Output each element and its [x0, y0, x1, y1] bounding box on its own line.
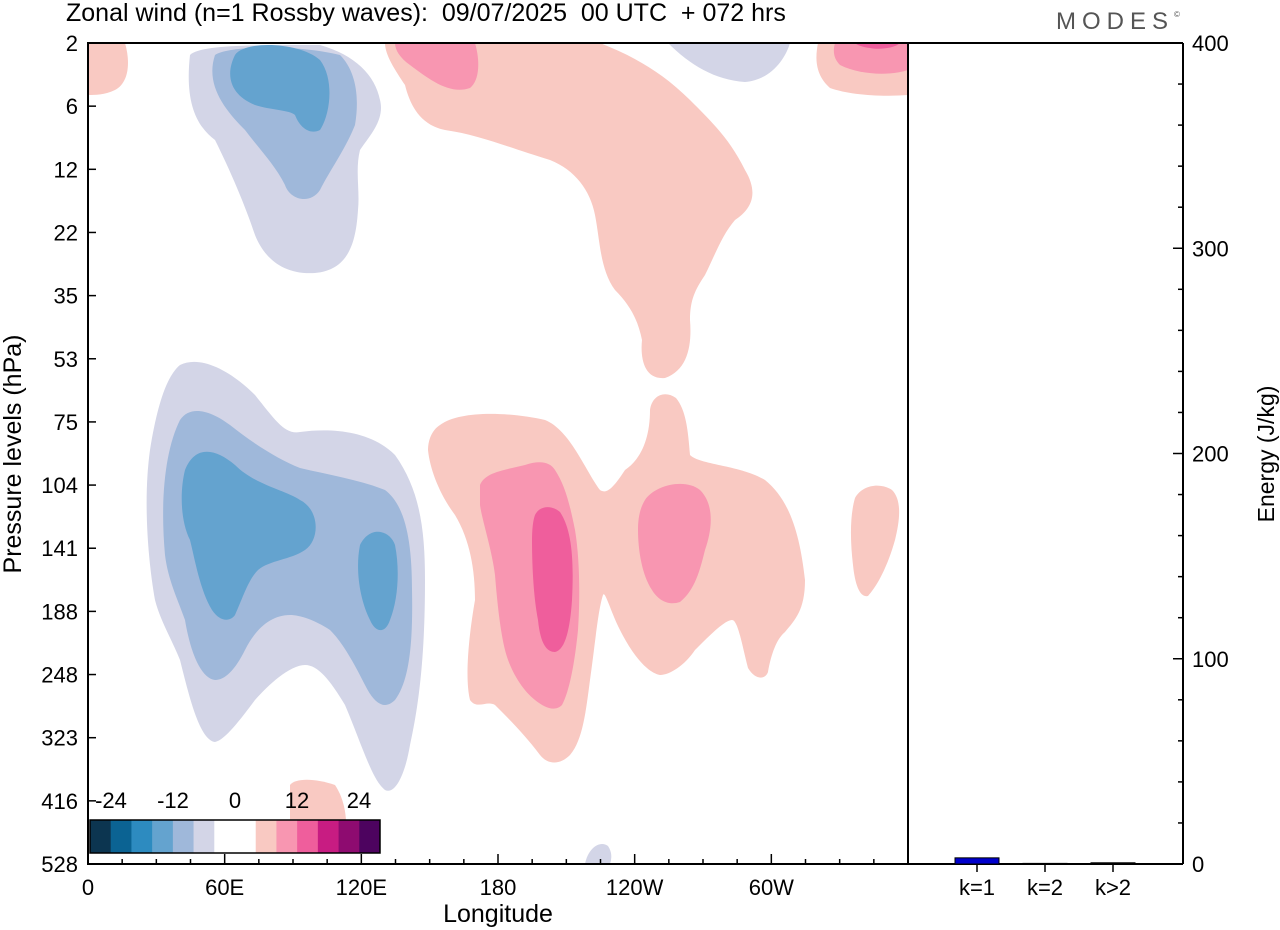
contour-lower-pink-right: [850, 485, 900, 597]
y-tick-label: 104: [41, 473, 78, 498]
y-tick-label: 323: [41, 726, 78, 751]
x-axis-ticks: 0 60E 120E 180 120W 60W: [82, 854, 909, 900]
energy-tick-label: 200: [1192, 442, 1229, 467]
energy-axis-label: Energy (J/kg): [1253, 386, 1279, 523]
energy-tick-label: 400: [1192, 31, 1229, 56]
contour-right-edge-magenta: [855, 43, 900, 49]
colorbar-swatch: [235, 820, 257, 853]
y-tick-label: 416: [41, 789, 78, 814]
logo-text: MODES: [1056, 8, 1175, 35]
x-tick-label: 120W: [606, 875, 664, 900]
contour-upper-blue-core: [230, 44, 330, 132]
energy-bar: [1090, 862, 1136, 865]
colorbar-swatch: [152, 820, 174, 853]
colorbar-label: 12: [285, 788, 309, 813]
contour-lower-blue-core-right: [358, 531, 398, 631]
y-axis-label: Pressure levels (hPa): [0, 335, 27, 574]
contour-field: [88, 43, 908, 864]
contour-upper-pink-core: [395, 43, 479, 90]
x-tick-label: 120E: [336, 875, 387, 900]
x-tick-label: 60E: [205, 875, 244, 900]
y-tick-label: 528: [41, 852, 78, 877]
y-tick-label: 53: [54, 347, 78, 372]
y-tick-label: 12: [54, 157, 78, 182]
energy-tick-label: 300: [1192, 236, 1229, 261]
logo-mark: ©: [1174, 10, 1180, 19]
colorbar-swatch: [338, 820, 360, 853]
colorbar-label: 24: [347, 788, 371, 813]
energy-tick-label: 0: [1192, 852, 1204, 877]
energy-axis-ticks: 0 100 200 300 400: [1173, 31, 1229, 877]
x-tick-label: 180: [480, 875, 517, 900]
colorbar-swatch: [359, 820, 381, 853]
colorbar-swatch: [131, 820, 153, 853]
contour-lower-pink-middle-2: [638, 483, 711, 604]
contour-right-edge-pink-core: [833, 43, 908, 74]
colorbar-swatch: [317, 820, 339, 853]
contour-left-edge-pink: [88, 43, 128, 95]
colorbar-label: 0: [229, 788, 241, 813]
y-tick-label: 141: [41, 536, 78, 561]
x-axis-label: Longitude: [443, 900, 553, 928]
contour-upper-pink-band: [385, 43, 753, 379]
energy-bar: [954, 857, 1000, 865]
contour-bottom-blue: [585, 844, 612, 864]
y-tick-label: 248: [41, 663, 78, 688]
contour-lower-pink-core: [532, 507, 573, 652]
y-tick-label: 6: [66, 94, 78, 119]
y-tick-label: 22: [54, 220, 78, 245]
colorbar-swatch: [276, 820, 298, 853]
y-axis-ticks: 2 6 12 22 35 53 75 104 141 188 248 323 416 528: [41, 31, 96, 877]
colorbar-label: -24: [95, 788, 127, 813]
y-tick-label: 75: [54, 410, 78, 435]
modes-logo: MODES©: [1056, 8, 1180, 36]
colorbar: -24 -12 0 12 24: [89, 788, 381, 854]
contour-lower-pink-envelope: [428, 394, 805, 763]
x-tick-label: 60W: [749, 875, 794, 900]
colorbar-swatch: [110, 820, 132, 853]
y-tick-label: 2: [66, 31, 78, 56]
colorbar-swatch: [297, 820, 319, 853]
colorbar-swatch: [255, 820, 277, 853]
y-tick-label: 188: [41, 599, 78, 624]
energy-bar-label: k>2: [1095, 875, 1131, 900]
colorbar-swatch: [193, 820, 215, 853]
x-tick-label: 0: [82, 875, 94, 900]
colorbar-label: -12: [157, 788, 189, 813]
colorbar-frame: [89, 819, 381, 854]
contour-upper-blue-top-right: [668, 43, 790, 82]
chart-title: Zonal wind (n=1 Rossby waves): 09/07/202…: [66, 0, 786, 27]
energy-tick-label: 100: [1192, 647, 1229, 672]
contour-lower-blue-core-left: [181, 451, 316, 620]
y-tick-label: 35: [54, 284, 78, 309]
energy-bars: k=1 k=2 k>2: [954, 857, 1136, 900]
energy-bar-label: k=2: [1027, 875, 1063, 900]
colorbar-swatch: [172, 820, 194, 853]
colorbar-swatch: [90, 820, 112, 853]
colorbar-swatch: [214, 820, 236, 853]
energy-bar-label: k=1: [959, 875, 995, 900]
